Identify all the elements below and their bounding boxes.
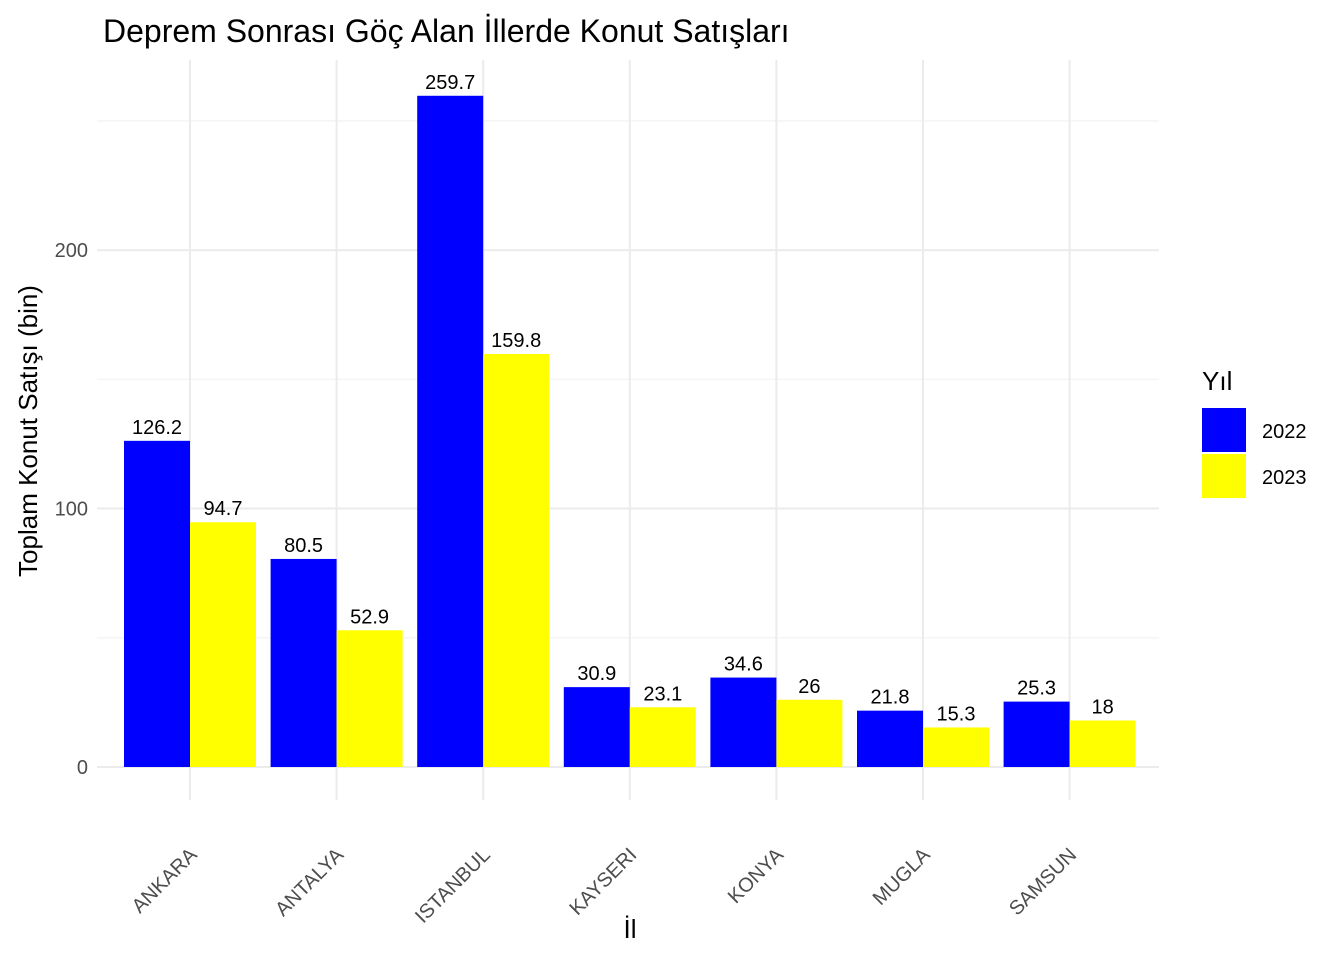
- x-tick-label: KAYSERI: [566, 844, 642, 920]
- chart-title: Deprem Sonrası Göç Alan İllerde Konut Sa…: [103, 13, 790, 49]
- legend-label-2023: 2023: [1262, 467, 1307, 489]
- bar-2023-istanbul: [483, 353, 550, 767]
- bar-2023-mugla: [923, 727, 989, 767]
- x-tick-label: MUGLA: [869, 844, 935, 910]
- bar-2022-mugla: [857, 710, 923, 767]
- bar-value-label: 26: [798, 676, 820, 698]
- x-axis-title: İl: [624, 914, 637, 944]
- y-axis-title: Toplam Konut Satışı (bin): [13, 285, 43, 577]
- bar-value-label: 126.2: [132, 417, 182, 439]
- bar-2022-istanbul: [417, 95, 484, 768]
- bar-2022-konya: [710, 677, 777, 767]
- bar-value-label: 259.7: [425, 72, 475, 94]
- y-axis-ticks: 0 100 200: [55, 240, 88, 779]
- bar-value-label: 52.9: [350, 606, 389, 628]
- grid-lines: [97, 60, 1159, 800]
- bar-2023-antalya: [336, 630, 403, 767]
- bar-value-label: 30.9: [577, 663, 616, 685]
- x-tick-label: ISTANBUL: [411, 844, 495, 928]
- x-tick-label: ANKARA: [128, 844, 202, 918]
- y-tick-label: 100: [55, 499, 88, 521]
- bar-value-label: 21.8: [871, 687, 910, 709]
- x-tick-label: SAMSUN: [1005, 844, 1081, 920]
- bars: [124, 95, 1136, 768]
- bar-2022-kayseri: [563, 687, 630, 767]
- y-tick-label: 200: [55, 240, 88, 262]
- bar-value-label: 18: [1091, 696, 1113, 718]
- bar-value-label: 34.6: [724, 654, 763, 676]
- bar-2023-samsun: [1069, 720, 1136, 767]
- bar-2023-ankara: [190, 522, 256, 767]
- bar-2023-konya: [776, 699, 843, 767]
- bar-value-label: 94.7: [204, 498, 243, 520]
- bar-2022-samsun: [1003, 701, 1070, 767]
- legend-key-2022: [1202, 408, 1246, 452]
- y-tick-label: 0: [77, 757, 88, 779]
- bar-value-label: 15.3: [937, 703, 976, 725]
- bar-value-label: 159.8: [491, 330, 541, 352]
- x-tick-label: ANTALYA: [271, 844, 348, 921]
- bar-2022-ankara: [124, 440, 190, 767]
- x-tick-label: KONYA: [724, 844, 788, 908]
- legend: Yıl 2022 2023: [1202, 366, 1307, 498]
- legend-title: Yıl: [1202, 366, 1232, 396]
- bar-value-label: 25.3: [1017, 678, 1056, 700]
- bar-2023-kayseri: [629, 707, 696, 767]
- bar-value-label: 80.5: [284, 535, 323, 557]
- legend-label-2022: 2022: [1262, 421, 1307, 443]
- bar-2022-antalya: [270, 558, 337, 767]
- bar-value-labels: 126.2 80.5 259.7 30.9 34.6 21.8 25.3 94.7 52.9 15…: [132, 72, 1114, 726]
- legend-key-2023: [1202, 454, 1246, 498]
- bar-value-label: 23.1: [643, 683, 682, 705]
- x-axis-ticks: ANKARA ANTALYA ISTANBUL KAYSERI KONYA MUGLA SA…: [128, 844, 1081, 928]
